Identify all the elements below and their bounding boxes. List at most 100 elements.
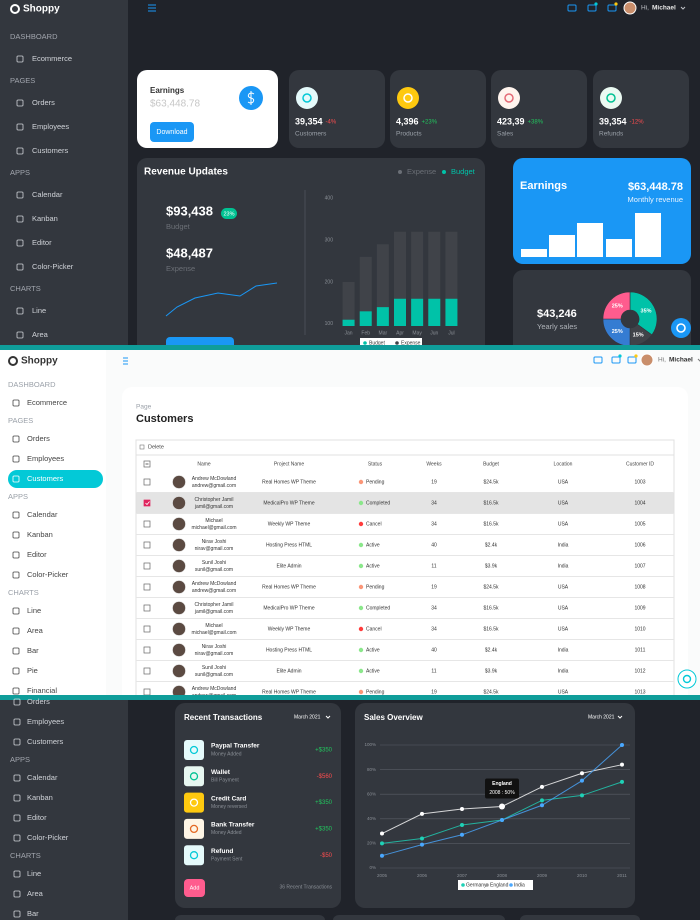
weeks: 19 (431, 479, 437, 485)
sidebar-item[interactable]: Pie (27, 666, 38, 675)
sidebar-item[interactable]: Ecommerce (27, 398, 67, 407)
transaction-title: Paypal Transfer (211, 743, 260, 750)
project-name: Elite Admin (276, 563, 301, 569)
sidebar-item[interactable]: Bar (27, 646, 39, 655)
sidebar-item[interactable]: Orders (27, 434, 50, 443)
sidebar-item[interactable]: Employees (27, 717, 64, 726)
row-checkbox[interactable] (143, 499, 151, 507)
sidebar-item[interactable]: Area (32, 330, 49, 339)
customer-email: nirav@gmail.com (195, 651, 234, 657)
download-label[interactable]: Download (156, 129, 187, 136)
series-point (620, 779, 624, 784)
row-checkbox[interactable] (143, 562, 151, 570)
x-tick-label: 2007 (457, 873, 468, 878)
customer-email: sunil@gmail.com (195, 672, 233, 678)
budget: $16.5k (483, 605, 499, 611)
sidebar-bg (0, 700, 128, 920)
sidebar-item[interactable]: Ecommerce (32, 54, 72, 63)
settings-button[interactable] (671, 318, 691, 338)
row-checkbox[interactable] (143, 688, 151, 696)
location: USA (558, 500, 569, 506)
transaction-subtitle: Money reversed (211, 804, 247, 810)
weeks: 19 (431, 689, 437, 695)
period-dropdown[interactable]: March 2021 (294, 714, 321, 720)
sidebar-item[interactable]: Editor (27, 813, 47, 822)
status: Active (366, 542, 380, 548)
sidebar-item[interactable]: Kanban (27, 530, 53, 539)
row-checkbox[interactable] (143, 646, 151, 654)
sidebar-item[interactable]: Color-Picker (27, 570, 69, 579)
row-checkbox[interactable] (143, 541, 151, 549)
sidebar-item[interactable]: Line (27, 869, 41, 878)
sidebar-icon (13, 890, 21, 898)
pie-label: 25% (612, 329, 623, 335)
y-tick-label: 400 (325, 196, 334, 202)
sidebar-icon (13, 794, 21, 802)
add-button[interactable] (184, 879, 205, 897)
brand-name: Shoppy (21, 356, 58, 367)
sidebar-icon (13, 698, 21, 706)
earnings-value: $63,448.78 (150, 99, 200, 110)
row-checkbox[interactable] (143, 520, 151, 528)
row-checkbox[interactable] (143, 583, 151, 591)
settings-button[interactable] (677, 669, 697, 689)
customer-email: nirav@gmail.com (195, 546, 234, 552)
row-checkbox[interactable] (143, 478, 151, 486)
sidebar-item[interactable]: Customers (32, 146, 69, 155)
series-point (500, 818, 504, 823)
sidebar-item[interactable]: Editor (32, 238, 52, 247)
row-checkbox[interactable] (143, 667, 151, 675)
series-point (420, 811, 424, 816)
sidebar-item[interactable]: Area (27, 626, 44, 635)
sidebar-item[interactable]: Calendar (27, 510, 58, 519)
sidebar-item[interactable]: Color-Picker (32, 262, 74, 271)
sidebar-item[interactable]: Area (27, 889, 44, 898)
budget: $3.9k (485, 668, 498, 674)
toolbar-delete[interactable]: Delete (148, 444, 164, 450)
transaction-amount: +$350 (315, 800, 333, 806)
sidebar-item[interactable]: Kanban (27, 793, 53, 802)
project-name: Real Homes WP Theme (262, 479, 316, 485)
sidebar-item[interactable]: Orders (32, 98, 55, 107)
period-dropdown[interactable]: March 2021 (588, 714, 615, 720)
row-checkbox[interactable] (143, 625, 151, 633)
sidebar-icon (16, 331, 24, 339)
sidebar-item[interactable]: Bar (27, 909, 39, 918)
sidebar-item[interactable]: Kanban (32, 214, 58, 223)
sidebar-icon (13, 870, 21, 878)
sidebar-item[interactable]: Color-Picker (27, 833, 69, 842)
sidebar-item[interactable]: Employees (32, 122, 69, 131)
customer-name: Andrew McDowland (192, 686, 237, 692)
status-dot (358, 668, 364, 674)
sidebar-icon (12, 607, 20, 615)
customer-email: michael@gmail.com (191, 630, 236, 636)
sidebar-item[interactable]: Employees (27, 454, 64, 463)
add-label[interactable]: Add (190, 885, 200, 891)
stat-label: Products (396, 131, 422, 138)
series-point (380, 841, 384, 846)
sidebar-item[interactable]: Customers (27, 737, 64, 746)
sidebar-icon (12, 435, 20, 443)
sidebar-item[interactable]: Editor (27, 550, 47, 559)
sidebar-item[interactable]: Financial (27, 686, 57, 695)
weeks: 19 (431, 584, 437, 590)
sidebar-item[interactable]: Line (27, 606, 41, 615)
download-button[interactable] (150, 122, 194, 142)
sidebar-item[interactable]: Line (32, 306, 46, 315)
row-checkbox[interactable] (143, 604, 151, 612)
customer-id: 1005 (634, 521, 645, 527)
budget: $16.5k (483, 521, 499, 527)
sidebar-item[interactable]: Calendar (32, 190, 63, 199)
sidebar-item[interactable]: Customers (27, 474, 64, 483)
project-name: Real Homes WP Theme (262, 584, 316, 590)
sidebar-bg (0, 350, 106, 695)
sidebar-item[interactable]: Orders (27, 697, 50, 706)
sidebar-item[interactable]: Calendar (27, 773, 58, 782)
series-point (460, 806, 464, 811)
transaction-glyph (189, 824, 199, 834)
status-dot (358, 521, 364, 527)
toolbar-icon (607, 4, 617, 12)
toolbar-icon (627, 356, 637, 364)
sidebar-icon (16, 191, 24, 199)
